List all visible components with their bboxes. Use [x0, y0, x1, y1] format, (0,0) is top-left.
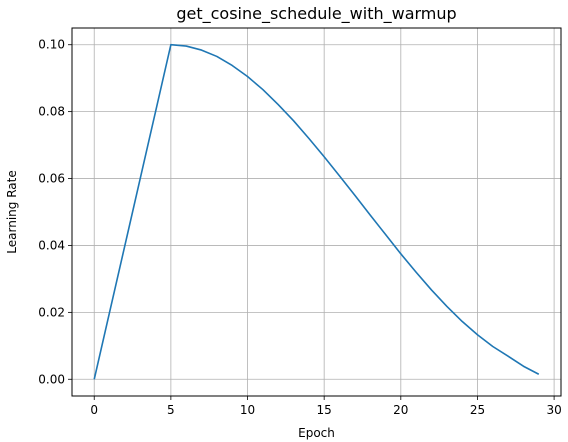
x-axis: 0 5 10 15 20 25 30	[90, 396, 562, 417]
x-tick-label: 20	[393, 403, 408, 417]
x-tick-label: 0	[90, 403, 98, 417]
x-tick-label: 15	[317, 403, 332, 417]
x-tick-label: 5	[167, 403, 175, 417]
series-layer	[93, 43, 540, 380]
x-tick-label: 25	[470, 403, 485, 417]
grid	[72, 28, 561, 396]
series-line	[93, 43, 540, 380]
y-tick-label: 0.02	[38, 305, 65, 319]
y-axis-label: Learning Rate	[5, 170, 19, 253]
chart-title: get_cosine_schedule_with_warmup	[176, 4, 456, 24]
x-axis-label: Epoch	[298, 426, 335, 440]
y-tick-label: 0.04	[38, 238, 65, 252]
x-tick-label: 10	[240, 403, 255, 417]
y-tick-label: 0.06	[38, 172, 65, 186]
x-tick-label: 30	[546, 403, 561, 417]
y-tick-label: 0.00	[38, 372, 65, 386]
y-axis: 0.00 0.02 0.04 0.06 0.08 0.10	[38, 38, 72, 386]
plot-frame	[71, 27, 562, 397]
y-tick-label: 0.10	[38, 38, 65, 52]
y-tick-label: 0.08	[38, 105, 65, 119]
